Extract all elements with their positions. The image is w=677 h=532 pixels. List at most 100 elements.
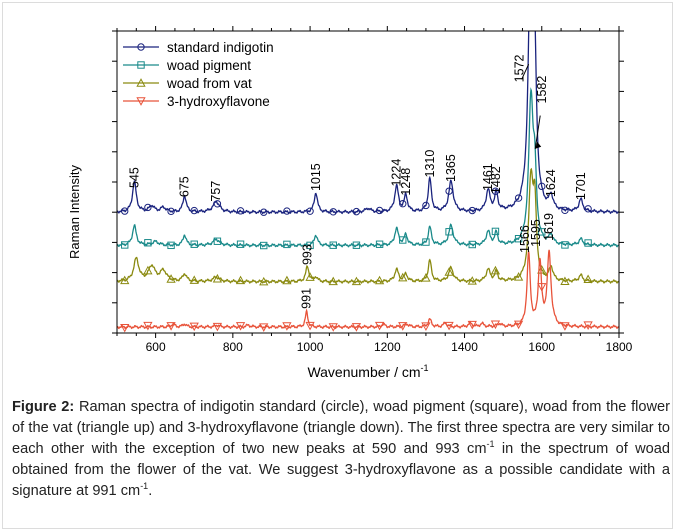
peak-label: 545 bbox=[127, 167, 141, 188]
peak-label: 1482 bbox=[489, 166, 503, 194]
series-marker-1 bbox=[121, 241, 129, 249]
series-marker-2 bbox=[143, 265, 153, 275]
series-marker-3 bbox=[374, 321, 385, 331]
series-marker-1 bbox=[375, 240, 384, 248]
series-marker-0 bbox=[121, 207, 129, 215]
series-marker-0 bbox=[584, 205, 592, 213]
series-marker-1 bbox=[260, 241, 268, 250]
series-marker-3 bbox=[282, 322, 292, 331]
x-tick-label: 1200 bbox=[374, 340, 401, 354]
series-marker-3 bbox=[444, 321, 454, 331]
series-marker-2 bbox=[305, 272, 315, 281]
series-marker-1 bbox=[468, 240, 476, 249]
peak-label: 675 bbox=[178, 176, 192, 197]
peak-label: 1572 bbox=[512, 54, 526, 82]
legend: standard indigotin woad pigment woad from … bbox=[123, 40, 274, 109]
series-marker-0 bbox=[352, 207, 361, 216]
series-marker-2 bbox=[235, 275, 246, 285]
series-marker-2 bbox=[120, 275, 130, 285]
series-marker-0 bbox=[167, 207, 175, 216]
series-marker-3 bbox=[120, 323, 130, 333]
series-marker-0 bbox=[329, 208, 337, 216]
peak-label: 1624 bbox=[544, 169, 558, 197]
series-marker-2 bbox=[166, 274, 176, 283]
peak-label: 991 bbox=[300, 288, 314, 309]
series-marker-2 bbox=[467, 276, 477, 285]
series-marker-1 bbox=[491, 227, 500, 236]
series-marker-1 bbox=[329, 241, 337, 249]
series-marker-3 bbox=[490, 320, 501, 330]
legend-entry-3: 3-hydroxyflavone bbox=[167, 94, 270, 109]
series-marker-0 bbox=[306, 207, 314, 215]
peak-label: 757 bbox=[209, 181, 223, 202]
peak-label: 1701 bbox=[574, 172, 588, 200]
caption-sup-1: -1 bbox=[486, 439, 495, 450]
arrow-1582-head bbox=[535, 141, 542, 149]
y-axis-label: Raman Intensity bbox=[67, 165, 82, 259]
plot-layer bbox=[117, 31, 619, 333]
series-marker-1 bbox=[445, 228, 453, 236]
legend-marker-3 bbox=[136, 97, 146, 106]
peak-label: 993 bbox=[300, 244, 314, 265]
series-marker-2 bbox=[351, 276, 362, 286]
peak-label: 1595 bbox=[529, 219, 543, 247]
arrow-1582 bbox=[534, 115, 541, 149]
series-marker-1 bbox=[538, 228, 546, 236]
x-tick-label: 1400 bbox=[451, 340, 478, 354]
arrow-1572 bbox=[521, 64, 530, 80]
legend-entry-1: woad pigment bbox=[166, 58, 251, 73]
peak-label: 1248 bbox=[399, 168, 413, 196]
peak-label: 1461 bbox=[481, 163, 495, 191]
peak-label: 1310 bbox=[423, 150, 437, 178]
series-line-0 bbox=[117, 31, 619, 215]
peak-label: 1365 bbox=[444, 154, 458, 182]
axes-layer: 600 800 1000 1200 1400 1600 1800 Wavenumber / c… bbox=[67, 26, 633, 380]
series-marker-2 bbox=[374, 275, 385, 285]
series-marker-2 bbox=[444, 267, 454, 276]
series-marker-0 bbox=[468, 206, 476, 215]
series-marker-0 bbox=[283, 207, 291, 215]
series-marker-1 bbox=[584, 239, 592, 247]
caption-text-2: in the spectrum of woad obtained from th… bbox=[12, 441, 670, 499]
series-marker-3 bbox=[212, 322, 223, 332]
series-marker-2 bbox=[513, 272, 524, 281]
series-marker-3 bbox=[305, 321, 315, 331]
raman-chart: 600 800 1000 1200 1400 1600 1800 Wavenumber / c… bbox=[67, 26, 633, 380]
x-tick-label: 1000 bbox=[297, 340, 324, 354]
legend-marker-0 bbox=[137, 43, 145, 51]
series-marker-0 bbox=[236, 207, 245, 215]
series-marker-1 bbox=[167, 241, 175, 250]
peak-label: 1619 bbox=[542, 213, 556, 241]
series-line-2 bbox=[117, 167, 619, 284]
series-marker-1 bbox=[352, 241, 361, 249]
series-marker-3 bbox=[398, 322, 408, 331]
series-marker-0 bbox=[190, 206, 198, 215]
caption-sup-2: -1 bbox=[140, 481, 149, 492]
series-marker-0 bbox=[491, 187, 500, 195]
series-marker-1 bbox=[561, 241, 569, 249]
series-marker-3 bbox=[259, 323, 269, 332]
x-tick-label: 800 bbox=[223, 340, 243, 354]
series-marker-1 bbox=[422, 238, 430, 246]
x-axis-label: Wavenumber / cm-1 bbox=[307, 363, 428, 380]
series-marker-3 bbox=[583, 321, 593, 330]
series-marker-1 bbox=[306, 241, 314, 250]
caption-label: Figure 2: bbox=[12, 399, 75, 415]
series-marker-0 bbox=[375, 206, 384, 215]
series-marker-3 bbox=[560, 322, 570, 331]
series-marker-3 bbox=[513, 320, 524, 330]
x-tick-label: 600 bbox=[146, 340, 166, 354]
series-marker-0 bbox=[213, 200, 222, 208]
peak-label: 1015 bbox=[309, 163, 323, 191]
series-marker-2 bbox=[328, 276, 338, 286]
legend-marker-1 bbox=[137, 61, 145, 69]
series-line-1 bbox=[117, 87, 619, 248]
series-marker-3 bbox=[166, 322, 176, 331]
series-marker-2 bbox=[583, 274, 593, 284]
series-marker-2 bbox=[490, 265, 501, 275]
series-marker-3 bbox=[537, 283, 547, 292]
peak-label: 1582 bbox=[535, 76, 549, 104]
series-marker-3 bbox=[143, 321, 153, 331]
